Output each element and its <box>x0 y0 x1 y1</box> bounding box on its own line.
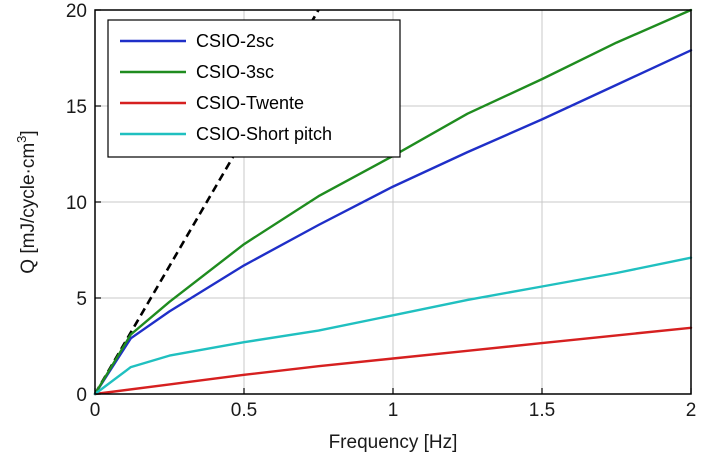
series-line-2 <box>93 8 693 396</box>
y-tick-label: 5 <box>76 289 87 310</box>
legend-label: CSIO-Twente <box>196 93 304 113</box>
x-tick-label: 0.5 <box>231 400 257 421</box>
x-tick-label: 1 <box>388 400 399 421</box>
legend-label: CSIO-2sc <box>196 31 274 51</box>
series-group <box>93 8 693 396</box>
y-tick-label: 0 <box>76 385 87 406</box>
y-axis-label-end: ] <box>18 130 39 135</box>
y-tick-label: 15 <box>66 97 87 118</box>
x-tick-label: 0 <box>90 400 101 421</box>
y-axis-label: Q [mJ/cycle·cm3] <box>14 130 39 273</box>
y-tick-label: 10 <box>66 193 87 214</box>
x-tick-label: 1.5 <box>529 400 555 421</box>
y-tick-label: 20 <box>66 1 87 22</box>
legend-label: CSIO-Short pitch <box>196 124 332 144</box>
legend-label: CSIO-3sc <box>196 62 274 82</box>
series-line-4 <box>93 256 693 396</box>
y-axis-label-superscript: 3 <box>14 136 29 143</box>
series-line-1 <box>93 49 693 396</box>
series-line-3 <box>93 326 693 396</box>
x-tick-label: 2 <box>686 400 697 421</box>
y-axis-label-main: Q [mJ/cycle·cm <box>18 143 39 274</box>
x-axis-label: Frequency [Hz] <box>329 432 458 453</box>
legend: CSIO-2sc CSIO-3sc CSIO-Twente CSIO-Short pi… <box>107 19 401 158</box>
